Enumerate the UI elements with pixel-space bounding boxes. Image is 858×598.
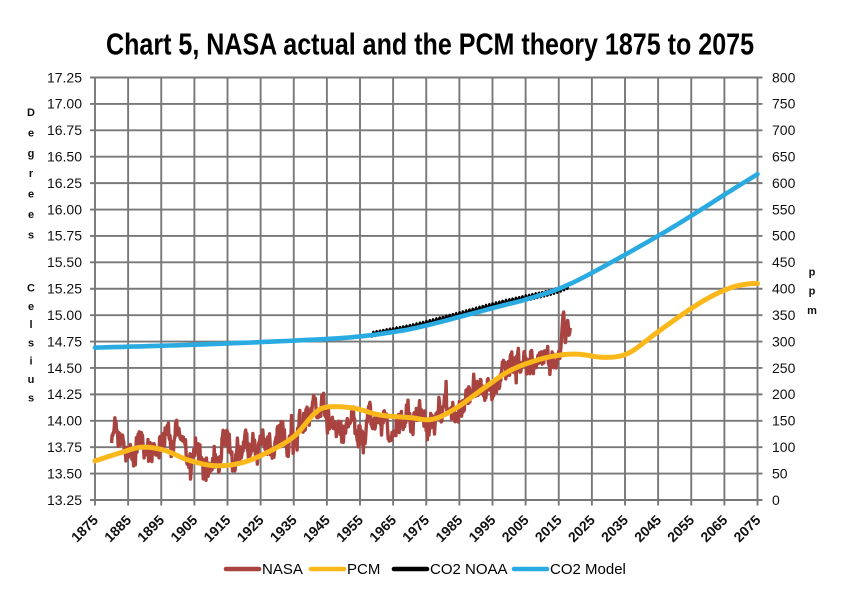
svg-text:C: C <box>27 283 35 295</box>
svg-text:500: 500 <box>772 228 796 244</box>
svg-text:16.00: 16.00 <box>47 201 82 217</box>
svg-text:g: g <box>28 148 35 160</box>
svg-text:s: s <box>28 392 34 404</box>
svg-text:p: p <box>809 286 816 298</box>
svg-text:p: p <box>809 266 816 278</box>
svg-text:14.50: 14.50 <box>47 360 82 376</box>
svg-text:u: u <box>28 374 35 386</box>
svg-text:m: m <box>807 305 817 317</box>
svg-text:0: 0 <box>772 492 780 508</box>
svg-text:15.00: 15.00 <box>47 307 82 323</box>
svg-text:350: 350 <box>772 307 796 323</box>
svg-text:CO2 Model: CO2 Model <box>550 561 626 578</box>
svg-text:NASA: NASA <box>262 561 303 578</box>
svg-text:14.00: 14.00 <box>47 413 82 429</box>
svg-text:50: 50 <box>772 465 788 481</box>
svg-text:13.25: 13.25 <box>47 492 82 508</box>
svg-text:650: 650 <box>772 149 796 165</box>
svg-text:e: e <box>28 209 34 221</box>
svg-text:s: s <box>28 337 34 349</box>
svg-text:i: i <box>29 356 32 368</box>
svg-text:13.75: 13.75 <box>47 439 82 455</box>
svg-text:100: 100 <box>772 439 796 455</box>
svg-text:700: 700 <box>772 122 796 138</box>
svg-text:17.00: 17.00 <box>47 96 82 112</box>
svg-text:e: e <box>28 301 34 313</box>
svg-text:200: 200 <box>772 386 796 402</box>
svg-text:550: 550 <box>772 201 796 217</box>
svg-text:17.25: 17.25 <box>47 69 82 85</box>
svg-text:13.50: 13.50 <box>47 465 82 481</box>
svg-text:Chart 5, NASA actual and the P: Chart 5, NASA actual and the PCM theory … <box>106 27 754 62</box>
svg-text:250: 250 <box>772 360 796 376</box>
svg-text:14.25: 14.25 <box>47 386 82 402</box>
svg-text:15.75: 15.75 <box>47 228 82 244</box>
svg-text:14.75: 14.75 <box>47 333 82 349</box>
svg-text:750: 750 <box>772 96 796 112</box>
svg-text:16.75: 16.75 <box>47 122 82 138</box>
svg-text:150: 150 <box>772 413 796 429</box>
svg-text:l: l <box>29 319 32 331</box>
svg-text:s: s <box>28 229 34 241</box>
svg-text:e: e <box>28 189 34 201</box>
svg-text:400: 400 <box>772 281 796 297</box>
svg-text:800: 800 <box>772 69 796 85</box>
svg-text:300: 300 <box>772 333 796 349</box>
svg-text:16.50: 16.50 <box>47 149 82 165</box>
svg-text:CO2 NOAA: CO2 NOAA <box>430 561 508 578</box>
svg-text:16.25: 16.25 <box>47 175 82 191</box>
svg-text:PCM: PCM <box>347 561 380 578</box>
svg-text:15.25: 15.25 <box>47 281 82 297</box>
svg-text:e: e <box>28 127 34 139</box>
svg-text:600: 600 <box>772 175 796 191</box>
svg-text:450: 450 <box>772 254 796 270</box>
svg-text:r: r <box>29 168 34 180</box>
svg-text:D: D <box>27 107 35 119</box>
svg-text:15.50: 15.50 <box>47 254 82 270</box>
